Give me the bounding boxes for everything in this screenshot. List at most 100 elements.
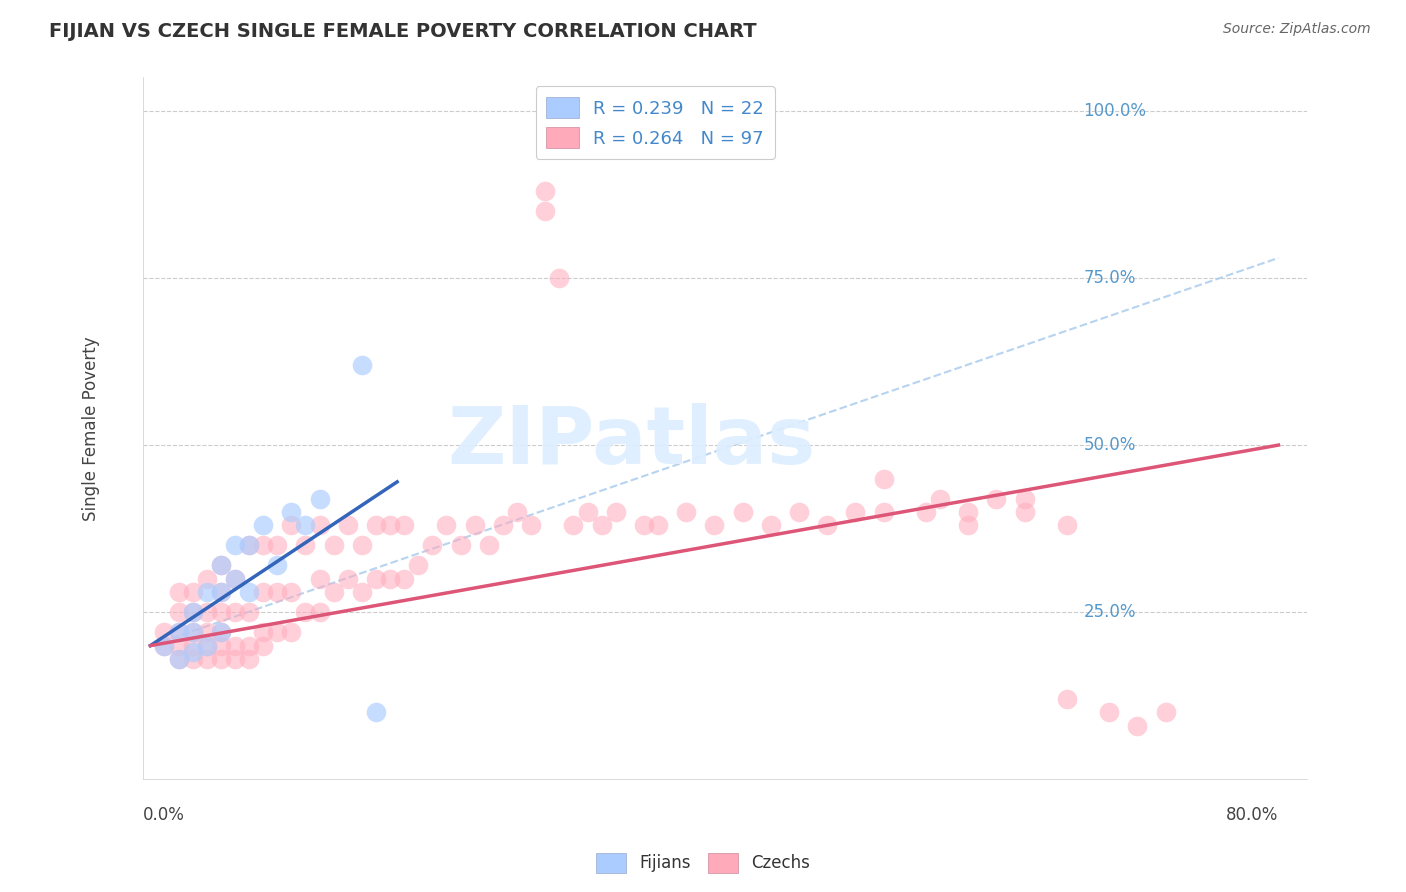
Point — [308, 605, 330, 619]
Point — [181, 585, 204, 599]
Point — [534, 204, 557, 219]
Point — [548, 271, 571, 285]
Point — [224, 652, 246, 666]
Point — [364, 518, 387, 533]
Point — [675, 505, 697, 519]
Point — [633, 518, 655, 533]
Point — [1126, 719, 1149, 733]
Point — [350, 538, 373, 552]
Legend: R = 0.239   N = 22, R = 0.264   N = 97: R = 0.239 N = 22, R = 0.264 N = 97 — [536, 87, 775, 159]
Point — [195, 585, 218, 599]
Point — [209, 585, 232, 599]
Point — [378, 572, 401, 586]
Point — [167, 605, 190, 619]
Point — [605, 505, 627, 519]
Point — [464, 518, 486, 533]
Point — [181, 645, 204, 659]
Legend: Fijians, Czechs: Fijians, Czechs — [589, 847, 817, 880]
Point — [844, 505, 866, 519]
Text: Single Female Poverty: Single Female Poverty — [82, 336, 100, 521]
Point — [181, 625, 204, 640]
Point — [957, 518, 980, 533]
Point — [238, 538, 260, 552]
Point — [224, 605, 246, 619]
Point — [1014, 505, 1036, 519]
Point — [392, 572, 415, 586]
Point — [562, 518, 585, 533]
Text: 100.0%: 100.0% — [1083, 102, 1146, 120]
Point — [364, 706, 387, 720]
Point — [167, 639, 190, 653]
Point — [492, 518, 515, 533]
Point — [534, 184, 557, 198]
Point — [167, 625, 190, 640]
Point — [422, 538, 444, 552]
Point — [280, 585, 302, 599]
Point — [872, 505, 894, 519]
Text: 75.0%: 75.0% — [1083, 269, 1136, 287]
Point — [294, 518, 316, 533]
Point — [266, 625, 288, 640]
Point — [436, 518, 458, 533]
Point — [392, 518, 415, 533]
Point — [986, 491, 1008, 506]
Point — [408, 558, 430, 573]
Point — [322, 538, 344, 552]
Point — [591, 518, 613, 533]
Point — [181, 625, 204, 640]
Point — [1014, 491, 1036, 506]
Point — [364, 572, 387, 586]
Point — [195, 639, 218, 653]
Point — [308, 491, 330, 506]
Point — [308, 518, 330, 533]
Point — [450, 538, 472, 552]
Point — [167, 625, 190, 640]
Point — [350, 358, 373, 372]
Point — [224, 538, 246, 552]
Point — [153, 639, 176, 653]
Point — [759, 518, 782, 533]
Text: 50.0%: 50.0% — [1083, 436, 1136, 454]
Point — [252, 538, 274, 552]
Point — [153, 625, 176, 640]
Text: FIJIAN VS CZECH SINGLE FEMALE POVERTY CORRELATION CHART: FIJIAN VS CZECH SINGLE FEMALE POVERTY CO… — [49, 22, 756, 41]
Point — [294, 605, 316, 619]
Point — [266, 585, 288, 599]
Point — [703, 518, 725, 533]
Point — [266, 538, 288, 552]
Point — [731, 505, 754, 519]
Text: ZIPatlas: ZIPatlas — [447, 403, 815, 482]
Point — [280, 625, 302, 640]
Point — [238, 639, 260, 653]
Point — [195, 625, 218, 640]
Text: 0.0%: 0.0% — [143, 806, 186, 824]
Point — [209, 558, 232, 573]
Point — [280, 518, 302, 533]
Point — [209, 652, 232, 666]
Point — [350, 585, 373, 599]
Point — [252, 639, 274, 653]
Point — [478, 538, 501, 552]
Point — [181, 605, 204, 619]
Point — [1154, 706, 1177, 720]
Point — [181, 652, 204, 666]
Point — [153, 639, 176, 653]
Point — [209, 625, 232, 640]
Point — [1056, 692, 1078, 706]
Point — [167, 652, 190, 666]
Point — [647, 518, 669, 533]
Point — [266, 558, 288, 573]
Point — [167, 585, 190, 599]
Point — [209, 625, 232, 640]
Point — [957, 505, 980, 519]
Point — [576, 505, 599, 519]
Point — [506, 505, 529, 519]
Point — [378, 518, 401, 533]
Point — [238, 538, 260, 552]
Point — [209, 585, 232, 599]
Point — [787, 505, 810, 519]
Point — [224, 572, 246, 586]
Point — [915, 505, 938, 519]
Point — [224, 639, 246, 653]
Point — [815, 518, 838, 533]
